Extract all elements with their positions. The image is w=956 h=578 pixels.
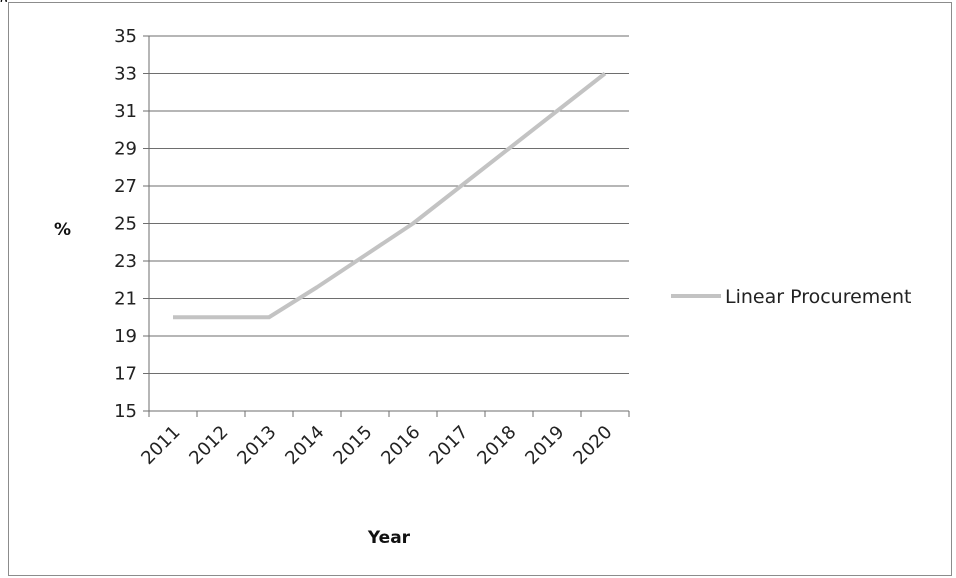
x-tick-label-2012: 2012 [185,422,232,469]
y-tick-label-25: 25 [114,214,137,235]
chart-frame: 15 17 19 21 23 25 27 29 31 33 35 2011 2012 2013 2014 2… [8,2,952,576]
y-tick-label-29: 29 [114,139,137,160]
y-tick-label-19: 19 [114,326,137,347]
x-tick-label-2013: 2013 [233,422,280,469]
x-tick-label-2020: 2020 [569,422,616,469]
y-tick-label-15: 15 [114,401,137,422]
y-tick-label-21: 21 [114,289,137,310]
y-tick-label-33: 33 [114,64,137,85]
axes [143,35,630,417]
y-axis-label: % [54,220,71,240]
y-tick-label-27: 27 [114,176,137,197]
y-tick-label-31: 31 [114,101,137,122]
x-tick-label-2017: 2017 [425,422,472,469]
gridlines [149,35,629,374]
x-tick-label-2011: 2011 [137,422,184,469]
y-tick-label-35: 35 [114,26,137,47]
x-tick-labels: 2011 2012 2013 2014 2015 2016 2017 2018 2019 2020 [137,422,616,469]
x-tick-label-2016: 2016 [377,422,424,469]
series-line-0 [173,71,607,320]
x-tick-label-2015: 2015 [329,422,376,469]
y-tick-label-23: 23 [114,251,137,272]
x-tick-label-2019: 2019 [521,422,568,469]
series-lines [173,71,607,320]
legend-label-linear-procurement: Linear Procurement [725,286,912,308]
x-tick-label-2018: 2018 [473,422,520,469]
legend: Linear Procurement [671,286,912,308]
y-tick-labels: 15 17 19 21 23 25 27 29 31 33 35 [114,26,137,422]
x-tick-label-2014: 2014 [281,422,328,469]
figure-caption-fragment: g [0,0,8,2]
y-tick-label-17: 17 [114,364,137,385]
x-axis-label: Year [367,528,411,548]
